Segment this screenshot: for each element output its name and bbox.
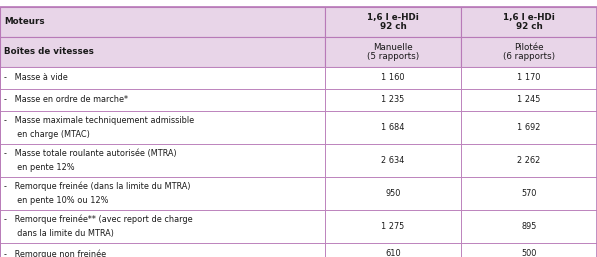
Bar [325,89,461,111]
Bar [461,111,597,144]
Text: en pente 10% ou 12%: en pente 10% ou 12% [4,196,109,205]
Bar [461,144,597,177]
Bar [0,7,325,37]
Bar [325,210,461,243]
Text: -   Masse totale roulante autorisée (MTRA): - Masse totale roulante autorisée (MTRA) [4,149,177,158]
Text: 1,6 l e-HDi: 1,6 l e-HDi [367,13,419,22]
Text: Manuelle: Manuelle [373,43,413,52]
Bar [0,243,325,257]
Bar [325,243,461,257]
Text: 895: 895 [521,222,537,231]
Text: -   Remorque freinée (dans la limite du MTRA): - Remorque freinée (dans la limite du MT… [4,181,190,191]
Bar [0,37,325,67]
Text: 500: 500 [521,250,537,257]
Text: 1 692: 1 692 [517,123,541,132]
Bar [461,67,597,89]
Text: -   Remorque non freinée: - Remorque non freinée [4,249,106,257]
Text: Boîtes de vitesses: Boîtes de vitesses [4,48,94,57]
Bar [461,7,597,37]
Text: 2 634: 2 634 [381,156,405,165]
Text: dans la limite du MTRA): dans la limite du MTRA) [4,229,114,238]
Bar [461,37,597,67]
Text: 1 170: 1 170 [517,74,541,82]
Text: 1 684: 1 684 [381,123,405,132]
Text: 1 275: 1 275 [381,222,405,231]
Bar [325,111,461,144]
Text: 610: 610 [385,250,401,257]
Text: -   Remorque freinée** (avec report de charge: - Remorque freinée** (avec report de cha… [4,215,193,224]
Bar [461,243,597,257]
Bar [461,210,597,243]
Text: 570: 570 [521,189,537,198]
Text: -   Masse en ordre de marche*: - Masse en ordre de marche* [4,96,128,105]
Text: 1 235: 1 235 [381,96,405,105]
Text: 1 245: 1 245 [517,96,541,105]
Bar [325,177,461,210]
Text: 1 160: 1 160 [381,74,405,82]
Text: Pilotée: Pilotée [514,43,544,52]
Bar [0,89,325,111]
Text: 950: 950 [386,189,401,198]
Text: (5 rapports): (5 rapports) [367,52,419,61]
Bar [461,89,597,111]
Bar [461,177,597,210]
Text: (6 rapports): (6 rapports) [503,52,555,61]
Bar [325,67,461,89]
Text: Moteurs: Moteurs [4,17,45,26]
Bar [0,67,325,89]
Bar [0,177,325,210]
Text: 92 ch: 92 ch [516,22,542,31]
Bar [325,37,461,67]
Text: -   Masse maximale techniquement admissible: - Masse maximale techniquement admissibl… [4,116,194,125]
Text: 92 ch: 92 ch [380,22,407,31]
Text: en charge (MTAC): en charge (MTAC) [4,130,90,139]
Text: -   Masse à vide: - Masse à vide [4,74,67,82]
Bar [325,144,461,177]
Text: 1,6 l e-HDi: 1,6 l e-HDi [503,13,555,22]
Text: 2 262: 2 262 [518,156,540,165]
Bar [325,7,461,37]
Bar [0,144,325,177]
Bar [0,210,325,243]
Bar [0,111,325,144]
Text: en pente 12%: en pente 12% [4,163,75,172]
